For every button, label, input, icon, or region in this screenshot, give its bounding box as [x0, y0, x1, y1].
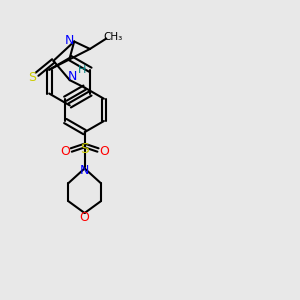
Text: O: O [80, 211, 89, 224]
Text: CH₃: CH₃ [103, 32, 122, 42]
Text: H: H [78, 65, 86, 75]
Text: O: O [99, 145, 109, 158]
Text: S: S [80, 142, 89, 156]
Text: S: S [28, 71, 36, 84]
Text: N: N [65, 34, 74, 46]
Text: N: N [68, 70, 77, 83]
Text: N: N [80, 164, 89, 177]
Text: O: O [60, 145, 70, 158]
